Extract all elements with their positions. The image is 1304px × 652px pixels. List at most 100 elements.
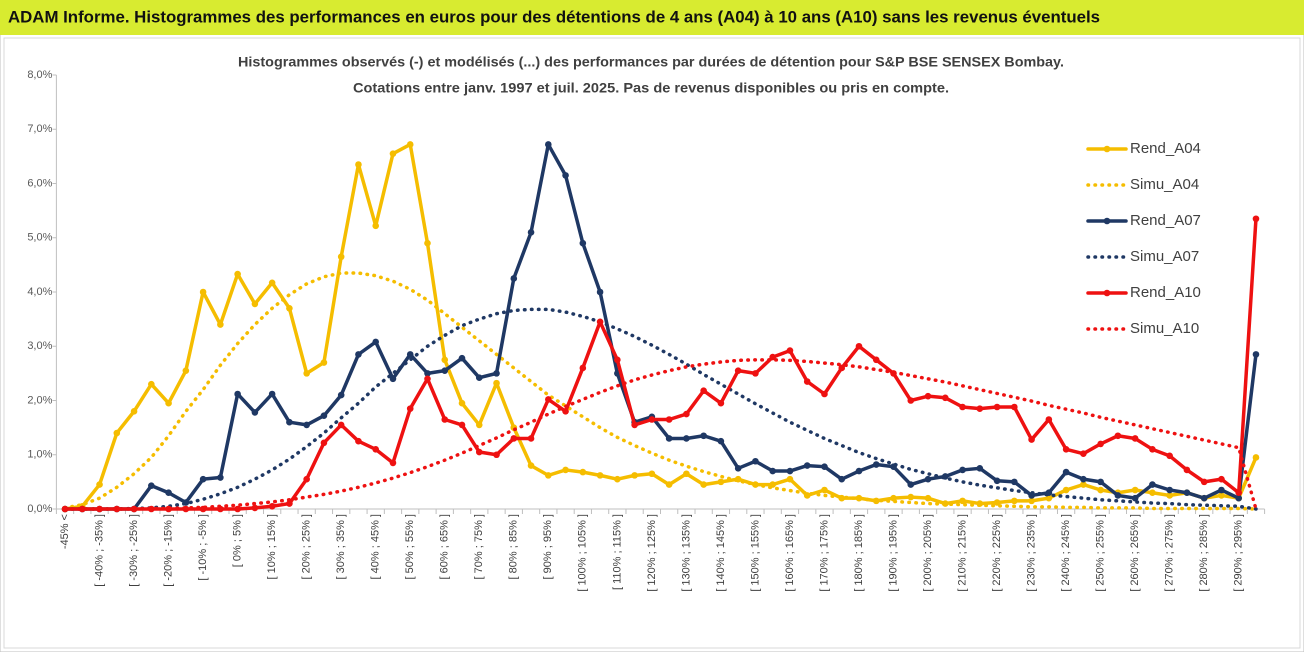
- marker: [1028, 436, 1035, 443]
- marker: [355, 161, 362, 168]
- marker: [268, 390, 276, 398]
- marker: [821, 486, 828, 494]
- marker: [1183, 489, 1191, 497]
- x-tick-label: [ 80% ; 85% ]: [508, 514, 520, 579]
- marker: [924, 475, 932, 483]
- marker: [493, 379, 500, 387]
- marker: [786, 347, 794, 354]
- marker: [683, 435, 690, 442]
- marker: [113, 429, 121, 437]
- marker: [872, 461, 880, 468]
- x-tick-label: [ -20% ; -15% ]: [162, 514, 174, 587]
- header-bar: [0, 0, 1304, 35]
- series-line: [63, 307, 1258, 511]
- marker: [1166, 492, 1173, 499]
- marker: [286, 304, 293, 312]
- marker: [976, 465, 984, 472]
- marker: [993, 403, 1001, 411]
- marker: [959, 466, 966, 474]
- marker: [1062, 468, 1070, 476]
- y-tick-label: 8,0%: [27, 69, 52, 81]
- marker: [596, 472, 604, 479]
- marker: [1097, 440, 1104, 448]
- marker: [165, 489, 172, 497]
- marker: [821, 390, 828, 398]
- x-tick-label: [ 160% ; 165% ]: [784, 514, 796, 592]
- marker: [303, 475, 310, 483]
- marker: [148, 482, 155, 489]
- marker: [1011, 478, 1018, 486]
- marker: [424, 375, 431, 383]
- marker: [1011, 403, 1018, 411]
- marker: [1149, 489, 1156, 497]
- x-tick-label: [ 170% ; 175% ]: [818, 514, 830, 592]
- marker: [786, 475, 794, 483]
- marker: [1131, 494, 1139, 502]
- chart-area: [3, 37, 1301, 649]
- chart-title: ADAM Informe. Histogrammes des performan…: [8, 7, 1100, 26]
- marker: [562, 408, 569, 415]
- series-line: [63, 142, 1258, 511]
- marker: [855, 467, 863, 475]
- marker: [268, 502, 276, 510]
- marker: [717, 478, 725, 486]
- marker: [959, 403, 966, 411]
- marker: [424, 239, 431, 247]
- legend-marker: [1103, 217, 1111, 225]
- series-line: [63, 142, 1258, 511]
- marker: [372, 446, 380, 453]
- x-tick-label: [ 150% ; 155% ]: [749, 514, 761, 592]
- marker: [631, 421, 638, 429]
- marker: [182, 367, 190, 374]
- marker: [1028, 497, 1035, 505]
- y-tick-label: 5,0%: [27, 232, 52, 244]
- legend-label: Simu_A07: [1130, 248, 1199, 265]
- x-tick-label: [ 200% ; 205% ]: [922, 514, 934, 592]
- marker: [527, 462, 535, 469]
- x-tick-label: [ -40% ; -35% ]: [93, 514, 105, 587]
- marker: [1131, 435, 1139, 442]
- marker: [562, 466, 569, 474]
- marker: [389, 459, 397, 467]
- marker: [1252, 351, 1260, 358]
- marker: [1218, 475, 1225, 483]
- x-tick-label: [ 130% ; 135% ]: [680, 514, 692, 592]
- marker: [717, 437, 725, 445]
- marker: [372, 222, 380, 230]
- marker: [579, 239, 587, 247]
- marker: [234, 270, 241, 278]
- marker: [838, 475, 846, 483]
- marker: [320, 439, 328, 447]
- marker: [406, 351, 414, 358]
- marker: [510, 435, 518, 442]
- marker: [78, 505, 86, 513]
- marker: [424, 370, 431, 377]
- marker: [251, 409, 259, 416]
- marker: [648, 416, 656, 423]
- legend-marker: [1103, 289, 1111, 297]
- marker: [441, 356, 449, 364]
- marker: [872, 356, 880, 364]
- marker: [251, 504, 259, 512]
- marker: [441, 416, 449, 423]
- marker: [907, 397, 915, 404]
- x-tick-label: [ 20% ; 25% ]: [301, 514, 313, 579]
- x-tick-label: [ 60% ; 65% ]: [439, 514, 451, 579]
- marker: [1114, 432, 1122, 440]
- marker: [337, 421, 345, 429]
- x-tick-label: [ 290% ; 295% ]: [1233, 514, 1245, 592]
- marker: [924, 392, 932, 400]
- marker: [251, 300, 259, 308]
- marker: [1200, 494, 1208, 502]
- marker: [1080, 450, 1087, 457]
- x-tick-label: [ 90% ; 95% ]: [542, 514, 554, 579]
- marker: [217, 321, 224, 328]
- marker: [614, 356, 621, 364]
- marker: [303, 421, 310, 429]
- marker: [268, 279, 276, 287]
- legend-label: Rend_A07: [1130, 212, 1201, 229]
- marker: [406, 141, 414, 148]
- marker: [941, 394, 949, 402]
- marker: [596, 288, 604, 296]
- marker: [700, 387, 707, 395]
